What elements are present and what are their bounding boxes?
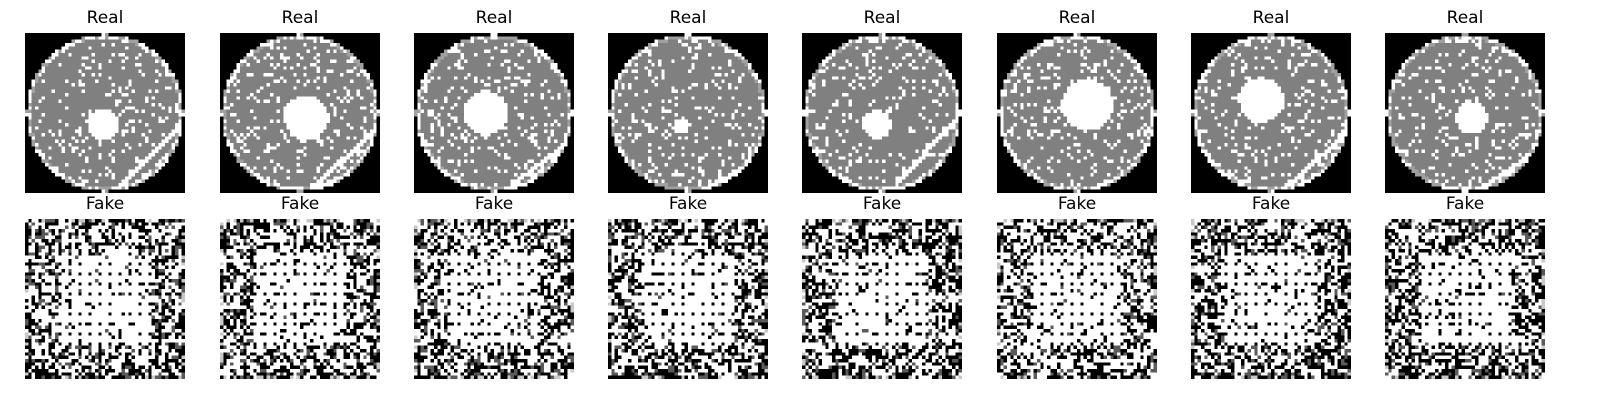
panel-title: Real bbox=[475, 8, 513, 28]
fake-wafer-image bbox=[220, 219, 380, 379]
fake-wafer-image bbox=[1191, 219, 1351, 379]
fake-wafer-image bbox=[25, 219, 185, 379]
panel-title: Real bbox=[1058, 8, 1096, 28]
panel-title: Fake bbox=[474, 194, 514, 214]
panel-title: Fake bbox=[1445, 194, 1485, 214]
panel-title: Real bbox=[1252, 8, 1290, 28]
fake-wafer-image bbox=[1385, 219, 1545, 379]
panel-title: Real bbox=[281, 8, 319, 28]
panel-title: Fake bbox=[85, 194, 125, 214]
panel-title: Fake bbox=[1251, 194, 1291, 214]
real-wafer-image bbox=[414, 33, 574, 193]
real-wafer-image bbox=[802, 33, 962, 193]
panel-title: Fake bbox=[668, 194, 708, 214]
real-wafer-image bbox=[608, 33, 768, 193]
real-wafer-image bbox=[997, 33, 1157, 193]
fake-wafer-image bbox=[414, 219, 574, 379]
panel-title: Real bbox=[86, 8, 124, 28]
panel-title: Real bbox=[669, 8, 707, 28]
fake-wafer-image bbox=[997, 219, 1157, 379]
real-wafer-image bbox=[220, 33, 380, 193]
panel-title: Fake bbox=[280, 194, 320, 214]
panel-title: Fake bbox=[862, 194, 902, 214]
fake-wafer-image bbox=[608, 219, 768, 379]
panel-title: Real bbox=[1446, 8, 1484, 28]
fake-wafer-image bbox=[802, 219, 962, 379]
panel-title: Real bbox=[863, 8, 901, 28]
real-wafer-image bbox=[25, 33, 185, 193]
panel-title: Fake bbox=[1057, 194, 1097, 214]
real-wafer-image bbox=[1385, 33, 1545, 193]
real-wafer-image bbox=[1191, 33, 1351, 193]
